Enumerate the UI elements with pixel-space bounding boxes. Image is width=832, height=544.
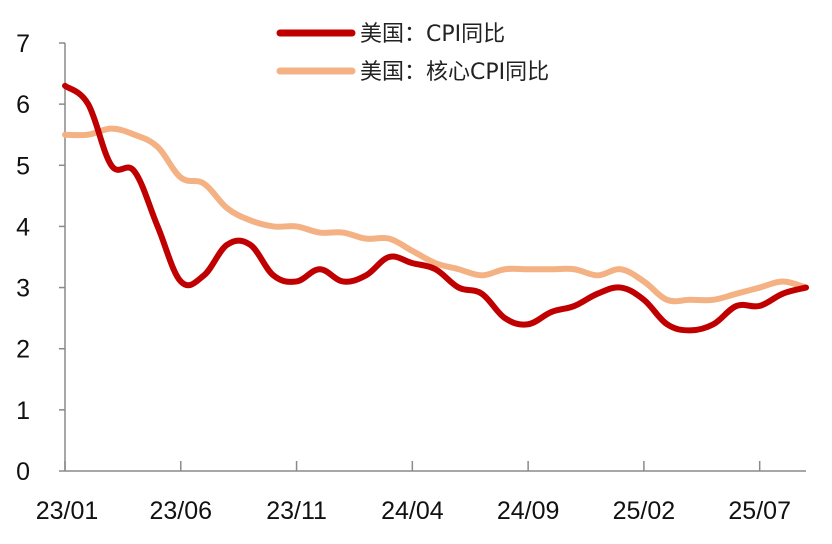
y-tick-label: 7 — [16, 30, 30, 58]
y-tick-label: 5 — [16, 152, 30, 180]
y-tick-label: 6 — [16, 91, 30, 119]
y-tick-label: 1 — [16, 397, 30, 425]
x-tick-label: 23/06 — [150, 497, 213, 525]
x-tick-label: 25/02 — [613, 497, 676, 525]
series-layer — [62, 82, 809, 334]
x-tick-label: 23/01 — [36, 497, 99, 525]
y-tick-label: 2 — [16, 336, 30, 364]
y-ticks: 0 1 2 3 4 5 6 7 — [16, 30, 65, 486]
y-tick-label: 0 — [16, 458, 30, 486]
legend: 美国：CPI同比 美国：核心CPI同比 — [276, 22, 549, 85]
series-line-core-cpi — [62, 125, 809, 305]
x-tick-label: 25/07 — [728, 497, 791, 525]
x-ticks: 23/01 23/06 23/11 24/04 24/09 25/02 25/07 — [36, 461, 791, 525]
axes — [64, 43, 806, 472]
y-tick-label: 4 — [16, 213, 30, 241]
series-line-cpi — [62, 82, 809, 334]
x-tick-label: 24/09 — [497, 497, 560, 525]
x-tick-label: 24/04 — [381, 497, 444, 525]
y-tick-label: 3 — [16, 275, 30, 303]
legend-label-cpi: 美国：CPI同比 — [360, 22, 505, 47]
x-tick-label: 23/11 — [266, 497, 327, 525]
legend-label-core-cpi: 美国：核心CPI同比 — [360, 60, 549, 85]
